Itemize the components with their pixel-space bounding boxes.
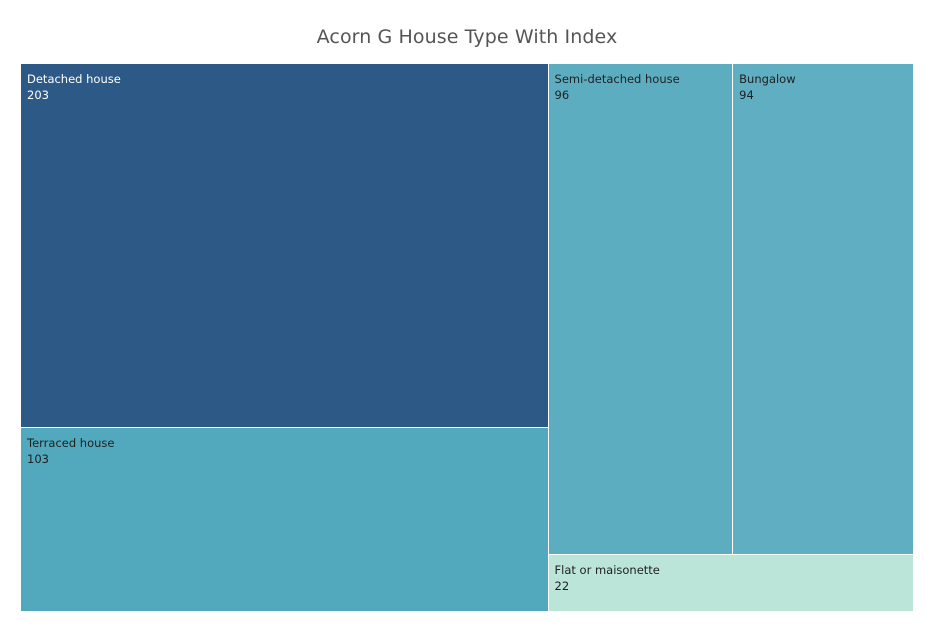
tile-value: 96 xyxy=(554,88,570,102)
tile-flat-or-maisonette[interactable]: Flat or maisonette 22 xyxy=(548,555,914,612)
tile-bungalow[interactable]: Bungalow 94 xyxy=(733,64,914,556)
tile-semi-detached-house[interactable]: Semi-detached house 96 xyxy=(548,64,734,556)
tile-value: 94 xyxy=(739,88,754,102)
tile-terraced-house[interactable]: Terraced house 103 xyxy=(21,427,549,612)
tile-label: Terraced house xyxy=(27,435,115,450)
chart-title: Acorn G House Type With Index xyxy=(316,26,618,48)
tile-value: 203 xyxy=(27,88,49,102)
tile-label: Detached house xyxy=(27,72,121,86)
tile-value: 22 xyxy=(554,579,570,594)
tile-label: Bungalow xyxy=(739,72,796,86)
tile-detached-house[interactable]: Detached house 203 xyxy=(21,64,549,428)
tile-value: 103 xyxy=(27,451,49,466)
tile-label: Flat or maisonette xyxy=(554,563,660,578)
tile-label: Semi-detached house xyxy=(554,72,680,86)
